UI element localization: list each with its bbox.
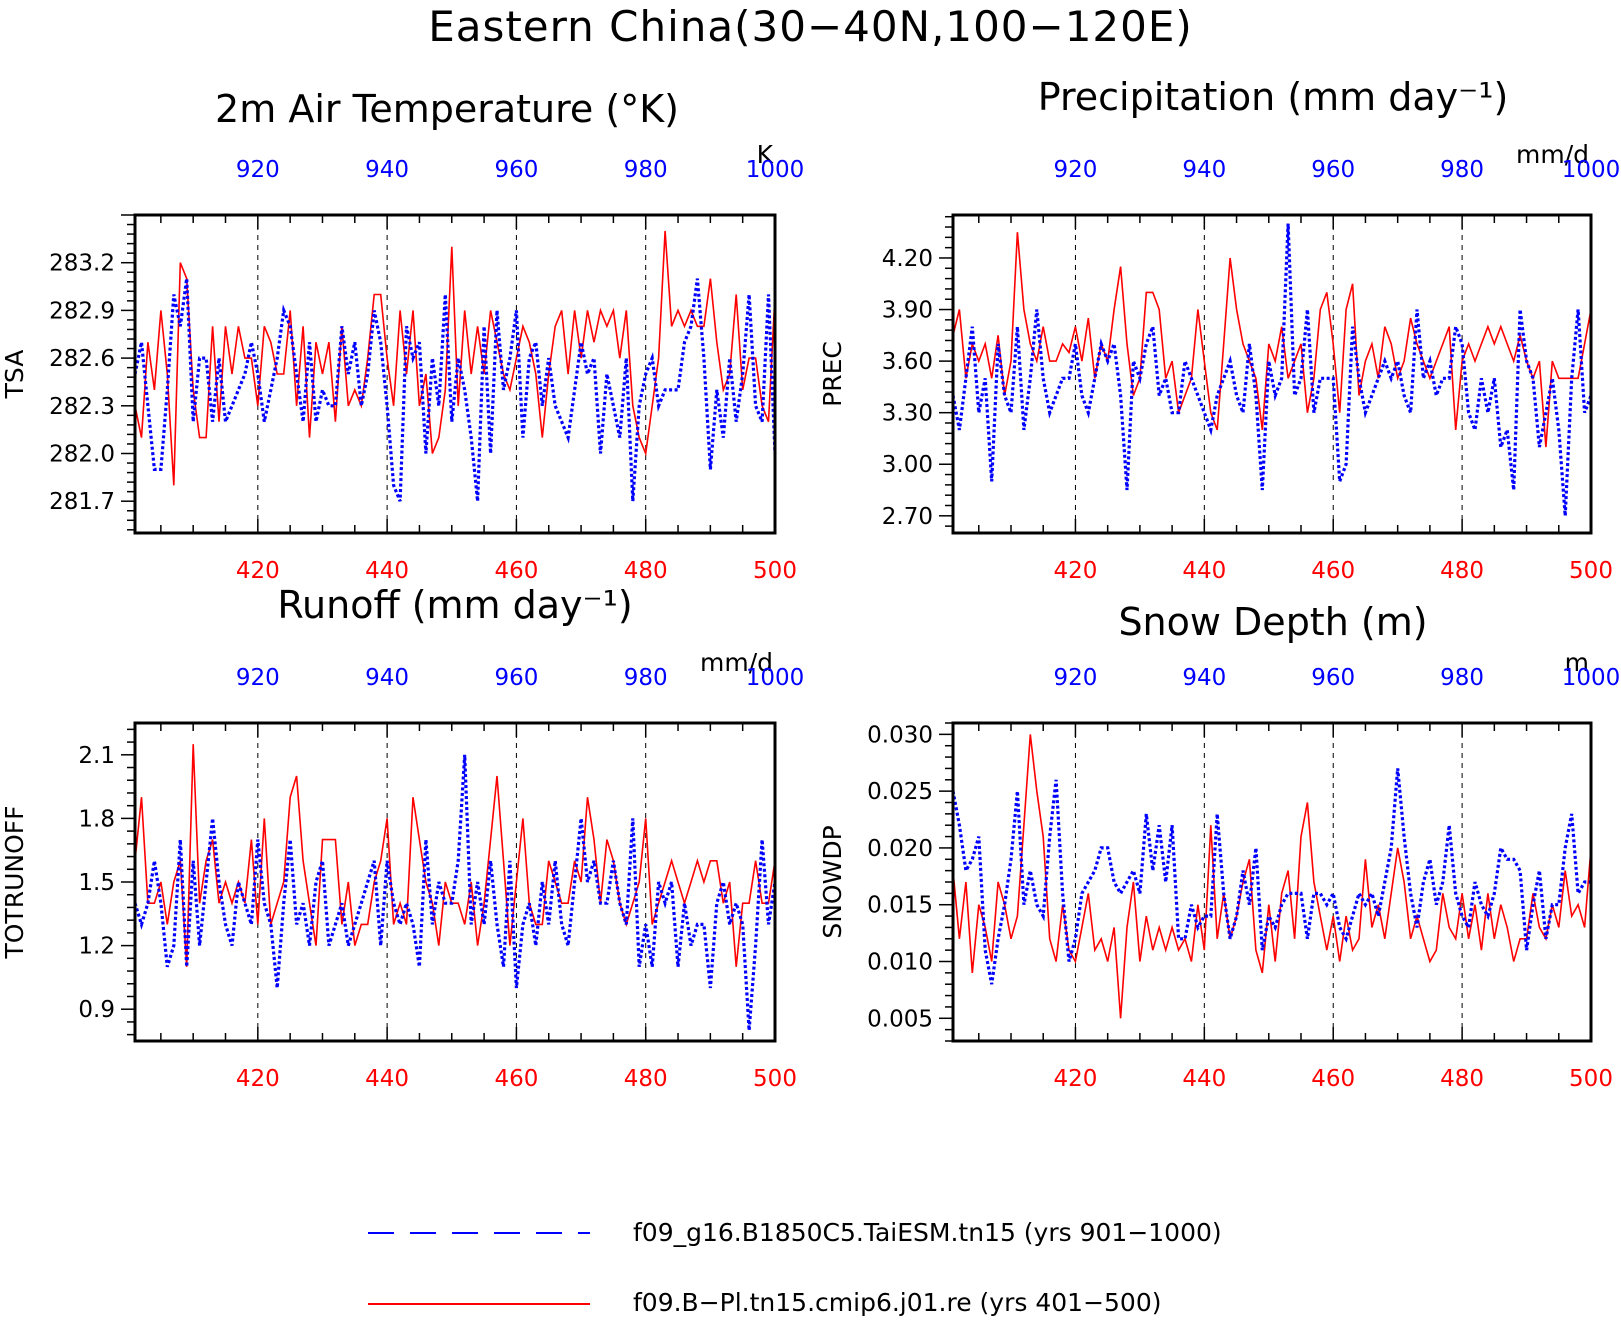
snowdp-ytick-label: 0.015 [867,893,933,919]
snowdp-panel: Snow Depth (m) m SNOWDP 420 440 460 480 500 920 9… [818,600,1620,1092]
tsa-xtick-label-bottom: 500 [753,558,797,584]
figure-title: Eastern China(30−40N,100−120E) [428,2,1193,51]
runoff-xtick-label-bottom: 420 [236,1066,280,1092]
snowdp-xtick-label-bottom: 480 [1440,1066,1484,1092]
snowdp-xtick-label-bottom: 440 [1182,1066,1226,1092]
runoff-ytick-label: 1.8 [78,806,115,832]
tsa-xtick-label-bottom: 440 [365,558,409,584]
prec-xtick-label-top: 940 [1182,157,1226,183]
snowdp-xtick-label-top: 960 [1311,665,1355,691]
prec-ytick-label: 3.90 [882,298,933,324]
runoff-xtick-label-bottom: 440 [365,1066,409,1092]
legend-label-blue: f09_g16.B1850C5.TaiESM.tn15 (yrs 901−100… [633,1218,1222,1247]
tsa-series-red [134,230,776,486]
snowdp-xtick-label-bottom: 460 [1311,1066,1355,1092]
snowdp-xtick-label-top: 920 [1053,665,1097,691]
prec-xtick-label-bottom: 440 [1182,558,1226,584]
legend-label-red: f09.B−Pl.tn15.cmip6.j01.re (yrs 401−500) [633,1288,1162,1317]
prec-title: Precipitation (mm day⁻¹) [1038,75,1509,119]
prec-xtick-label-top: 960 [1311,157,1355,183]
runoff-xtick-label-top: 960 [494,665,538,691]
tsa-xtick-label-bottom: 480 [624,558,668,584]
tsa-ytick-label: 282.6 [49,346,115,372]
prec-xtick-label-top: 920 [1053,157,1097,183]
runoff-title: Runoff (mm day⁻¹) [277,583,632,627]
runoff-unit-label: mm/d [700,648,773,677]
runoff-ytick-label: 1.2 [78,934,115,960]
prec-ytick-label: 3.60 [882,349,933,375]
prec-ytick-label: 4.20 [882,246,933,272]
prec-series-red [952,232,1592,448]
snowdp-ytick-label: 0.010 [867,950,933,976]
tsa-series-blue [133,278,777,502]
snowdp-ytick-label: 0.030 [867,722,933,748]
prec-xtick-label-bottom: 460 [1311,558,1355,584]
prec-ylabel: PREC [818,341,847,407]
tsa-xtick-label-top: 920 [236,157,280,183]
snowdp-ytick-label: 0.005 [867,1006,933,1032]
prec-xtick-label-top: 1000 [1562,157,1621,183]
snowdp-unit-label: m [1565,648,1589,677]
prec-frame [951,213,1593,535]
tsa-ytick-label: 282.0 [49,442,115,468]
tsa-xtick-label-bottom: 420 [236,558,280,584]
snowdp-xtick-label-bottom: 420 [1053,1066,1097,1092]
tsa-unit-label: K [757,140,774,169]
snowdp-series-red [952,734,1592,1019]
runoff-ytick-label: 0.9 [78,997,115,1023]
snowdp-title: Snow Depth (m) [1118,600,1427,644]
runoff-panel: Runoff (mm day⁻¹) mm/d TOTRUNOFF 420 440 460 4… [0,583,804,1092]
snowdp-xtick-label-top: 1000 [1562,665,1621,691]
tsa-frame [133,213,777,535]
prec-ytick-label: 3.00 [882,452,933,478]
snowdp-ytick-label: 0.020 [867,836,933,862]
tsa-xtick-label-top: 980 [624,157,668,183]
prec-ytick-label: 3.30 [882,401,933,427]
snowdp-ylabel: SNOWDP [818,825,847,938]
snowdp-xtick-label-top: 980 [1440,665,1484,691]
runoff-xtick-label-top: 1000 [746,665,805,691]
runoff-ytick-label: 2.1 [78,743,115,769]
runoff-xtick-label-top: 940 [365,665,409,691]
snowdp-xtick-label-top: 940 [1182,665,1226,691]
tsa-title: 2m Air Temperature (°K) [215,87,679,131]
prec-series-blue [951,223,1593,516]
tsa-panel: 2m Air Temperature (°K) K TSA 420 440 460 480 5… [0,87,804,584]
tsa-ytick-label: 281.7 [49,489,115,515]
tsa-ylabel: TSA [0,350,29,400]
tsa-ytick-label: 282.9 [49,298,115,324]
tsa-xtick-label-top: 940 [365,157,409,183]
prec-unit-label: mm/d [1516,140,1589,169]
prec-xtick-label-bottom: 420 [1053,558,1097,584]
runoff-xtick-label-bottom: 460 [494,1066,538,1092]
runoff-xtick-label-bottom: 500 [753,1066,797,1092]
runoff-xtick-label-top: 980 [624,665,668,691]
snowdp-ytick-label: 0.025 [867,779,933,805]
tsa-ytick-label: 283.2 [49,251,115,277]
prec-panel: Precipitation (mm day⁻¹)mm/d PREC 420 440 46… [818,75,1620,584]
prec-xtick-label-top: 980 [1440,157,1484,183]
runoff-ytick-label: 1.5 [78,870,115,896]
runoff-ylabel: TOTRUNOFF [0,805,29,959]
tsa-xtick-label-top: 960 [494,157,538,183]
prec-ytick-label: 2.70 [882,504,933,530]
runoff-xtick-label-top: 920 [236,665,280,691]
tsa-ytick-label: 282.3 [49,394,115,420]
snowdp-series-blue [951,768,1591,985]
runoff-xtick-label-bottom: 480 [624,1066,668,1092]
tsa-xtick-label-bottom: 460 [494,558,538,584]
runoff-series-red [134,744,776,967]
tsa-xtick-label-top: 1000 [746,157,805,183]
snowdp-xtick-label-bottom: 500 [1569,1066,1613,1092]
prec-xtick-label-bottom: 500 [1569,558,1613,584]
prec-xtick-label-bottom: 480 [1440,558,1484,584]
runoff-series-blue [133,754,777,1031]
